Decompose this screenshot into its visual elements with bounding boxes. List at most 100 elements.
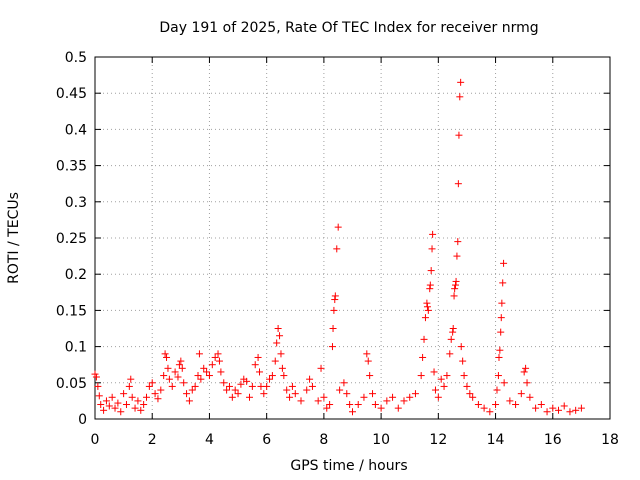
data-point [177, 357, 185, 365]
data-point [97, 401, 105, 409]
data-point [437, 375, 445, 383]
data-point [520, 368, 528, 376]
data-point [175, 361, 183, 369]
data-point [256, 368, 264, 376]
data-point [263, 382, 271, 390]
data-point [537, 401, 545, 409]
y-tick-label: 0 [78, 412, 87, 428]
data-point [572, 406, 580, 414]
data-point [191, 382, 199, 390]
data-point [100, 406, 108, 414]
data-point [389, 393, 397, 401]
y-tick-label: 0.45 [56, 86, 87, 102]
data-point [506, 397, 514, 405]
data-point [120, 390, 128, 398]
data-point [430, 368, 438, 376]
data-point [163, 353, 171, 361]
data-point [137, 406, 145, 414]
x-tick-label: 4 [205, 432, 214, 448]
data-point [161, 350, 169, 358]
chart-title: Day 191 of 2025, Rate Of TEC Index for r… [159, 20, 538, 36]
data-point [286, 393, 294, 401]
data-point [237, 380, 245, 388]
data-point [451, 285, 459, 293]
data-point [495, 353, 503, 361]
data-point [555, 406, 562, 414]
data-point [260, 390, 268, 398]
data-point [498, 299, 506, 307]
data-point [452, 277, 460, 285]
data-point [419, 353, 427, 361]
data-point [500, 259, 508, 267]
data-point [125, 382, 133, 390]
data-point [336, 386, 344, 394]
data-point [203, 368, 211, 376]
data-point [102, 397, 110, 405]
data-point [366, 372, 374, 380]
data-point [306, 375, 314, 383]
data-point [417, 372, 425, 380]
data-point [140, 401, 148, 409]
data-point [346, 401, 354, 409]
data-point [526, 393, 534, 401]
data-point [157, 386, 165, 394]
data-point [500, 379, 508, 387]
data-point [364, 357, 372, 365]
data-point [440, 382, 448, 390]
data-point [424, 306, 432, 314]
data-point [497, 328, 505, 336]
data-point [143, 393, 150, 401]
x-tick-label: 10 [372, 432, 390, 448]
data-point [308, 382, 316, 390]
x-axis-label: GPS time / hours [290, 458, 407, 474]
x-tick-label: 6 [262, 432, 271, 448]
data-point [455, 131, 463, 139]
data-point [180, 379, 188, 387]
data-point [577, 404, 585, 412]
data-point [331, 296, 339, 304]
data-point [214, 350, 222, 358]
data-point [94, 382, 102, 390]
data-point [428, 245, 436, 253]
data-point [377, 404, 385, 412]
data-point [243, 377, 251, 385]
data-point [127, 375, 135, 383]
data-point [443, 372, 451, 380]
y-tick-label: 0.15 [56, 303, 87, 319]
data-point [91, 370, 99, 378]
data-point [323, 404, 331, 412]
data-point [231, 386, 239, 394]
data-point [446, 350, 454, 358]
data-point [211, 353, 219, 361]
data-point [145, 382, 153, 390]
data-point [480, 404, 488, 412]
y-tick-label: 0.1 [65, 340, 87, 356]
data-point [449, 328, 457, 336]
y-tick-label: 0.4 [65, 122, 87, 138]
data-point [185, 397, 193, 405]
x-tick-label: 18 [601, 432, 619, 448]
data-point [151, 390, 159, 398]
data-point [105, 402, 113, 410]
data-point [200, 364, 208, 372]
data-point [494, 372, 502, 380]
data-point [117, 408, 125, 416]
data-point [276, 332, 284, 340]
data-point [369, 390, 377, 398]
x-tick-label: 14 [487, 432, 505, 448]
y-tick-label: 0.25 [56, 231, 87, 247]
data-point [522, 364, 530, 372]
data-point [274, 325, 282, 332]
y-tick-label: 0.05 [56, 376, 87, 392]
data-point [114, 399, 122, 407]
data-point [291, 390, 299, 398]
data-point [454, 238, 462, 246]
y-tick-label: 0.35 [56, 159, 87, 175]
data-point [228, 393, 236, 401]
data-point [215, 357, 223, 365]
data-point [333, 245, 341, 253]
x-tick-labels: 0 2 4 6 8 10 12 14 16 18 [91, 432, 619, 448]
data-point [268, 372, 276, 380]
data-point [421, 314, 429, 322]
